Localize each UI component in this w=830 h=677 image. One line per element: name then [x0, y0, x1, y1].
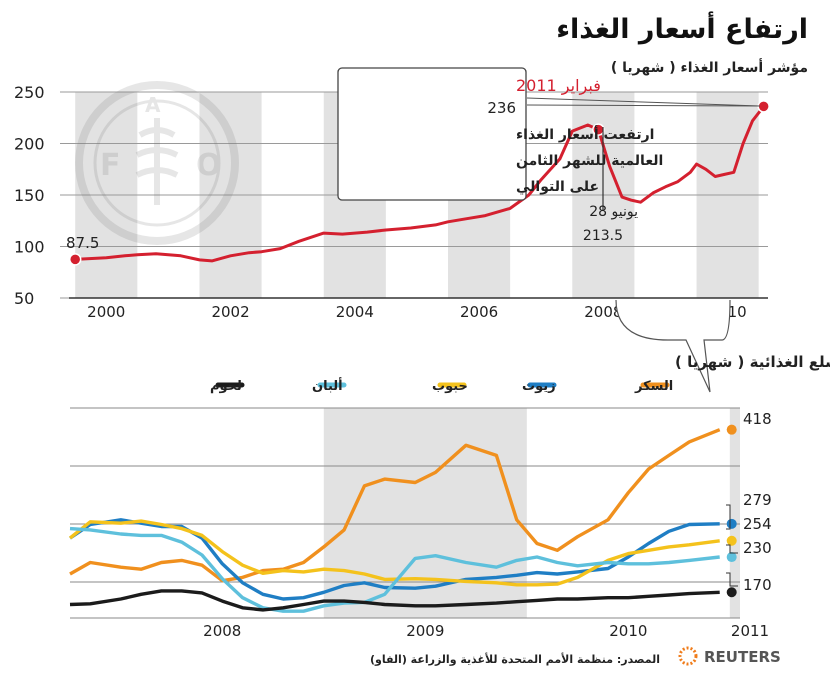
peak-date: 28 يونيو — [589, 204, 638, 220]
data-point-marker — [68, 253, 82, 266]
legend-label: السكر — [634, 379, 673, 394]
start-value-label: 87.5 — [66, 234, 99, 252]
legend-label: ألبان — [312, 377, 343, 394]
source-note: المصدر: منظمة الأمم المتحدة للأغذية والز… — [370, 652, 660, 666]
legend-label: زيوت — [522, 379, 556, 394]
x-tick-label: 2008 — [203, 622, 241, 640]
x-tick-label: 2008 — [584, 303, 622, 321]
x-axis-ticks: 200020022004200620082010 — [87, 303, 747, 321]
y-tick-label: 100 — [14, 238, 45, 257]
svg-text:F: F — [100, 148, 121, 183]
annotation-text-3: على التوالي — [516, 179, 599, 195]
series-line-5 — [69, 589, 720, 612]
x-tick-label: 2006 — [460, 303, 498, 321]
end-value-label: 254 — [743, 515, 772, 533]
series-line-4 — [69, 526, 720, 613]
reuters-logo: REUTERS — [678, 646, 781, 666]
y-tick-label: 50 — [14, 289, 34, 308]
annotation-text-1: ارتفعت أسعار الغذاء — [516, 125, 654, 143]
end-value-labels: 418 279 254 230 170 — [726, 410, 772, 594]
series-line-3 — [68, 519, 720, 587]
svg-text:A: A — [145, 93, 161, 117]
series-line-1 — [69, 428, 721, 583]
x-axis-ticks: 2008 2009 2010 2011 — [203, 622, 769, 640]
legend-label: حبوب — [432, 379, 468, 394]
x-tick-label: 2010 — [609, 622, 647, 640]
bottom-chart-title: مؤشرات أسعار السلع الغذائية ( شهريا ) — [675, 352, 830, 371]
series-group — [68, 100, 770, 266]
annotation-date: فبراير 2011 — [516, 76, 601, 96]
end-value-label: 230 — [743, 539, 772, 557]
y-tick-label: 200 — [14, 135, 45, 154]
x-tick-label: 2009 — [406, 622, 444, 640]
annotation-callout: فبراير 2011 236 ارتفعت أسعار الغذاء العا… — [337, 67, 761, 201]
data-point-marker — [592, 123, 605, 136]
annotation-value: 236 — [487, 99, 516, 117]
y-tick-label: 150 — [14, 186, 45, 205]
food-price-index-line — [75, 105, 765, 263]
end-value-label: 418 — [743, 410, 772, 428]
peak-2008-annotation: 28 يونيو 213.5 — [583, 127, 638, 244]
x-tick-label: 2011 — [731, 622, 769, 640]
series-end-marker — [726, 535, 737, 546]
y-axis-ticks: 250 200 150 100 50 — [14, 83, 45, 308]
label-bracket — [726, 544, 738, 554]
series-end-marker — [726, 552, 737, 563]
annotation-text-2: العالمية للشهر الثامن — [516, 153, 663, 169]
chart-subtitle: مؤشر أسعار الغذاء ( شهريا ) — [610, 60, 808, 76]
x-tick-label: 2004 — [336, 303, 374, 321]
end-value-label: 279 — [743, 491, 772, 509]
brand-label: REUTERS — [704, 648, 781, 666]
commodity-indices-chart: مؤشرات أسعار السلع الغذائية ( شهريا ) ال… — [68, 352, 830, 640]
y-tick-label: 250 — [14, 83, 45, 102]
peak-value: 213.5 — [583, 228, 623, 244]
legend: السكر زيوت حبوب ألبان لحوم — [210, 377, 673, 394]
chart-title: ارتفاع أسعار الغذاء — [556, 14, 808, 45]
label-bracket — [726, 572, 738, 587]
series-group — [68, 424, 737, 613]
label-bracket — [726, 504, 731, 530]
legend-label: لحوم — [210, 379, 242, 394]
x-tick-label: 2000 — [87, 303, 125, 321]
series-end-marker — [726, 424, 737, 435]
series-end-marker — [726, 587, 737, 598]
x-tick-label: 2002 — [211, 303, 249, 321]
fao-logo: F O A — [75, 81, 239, 245]
series-end-marker — [726, 518, 737, 529]
svg-text:O: O — [196, 148, 222, 183]
zoom-connector — [615, 299, 731, 393]
year-band — [729, 408, 740, 618]
grid-lines — [70, 407, 740, 619]
end-value-label: 170 — [743, 576, 772, 594]
